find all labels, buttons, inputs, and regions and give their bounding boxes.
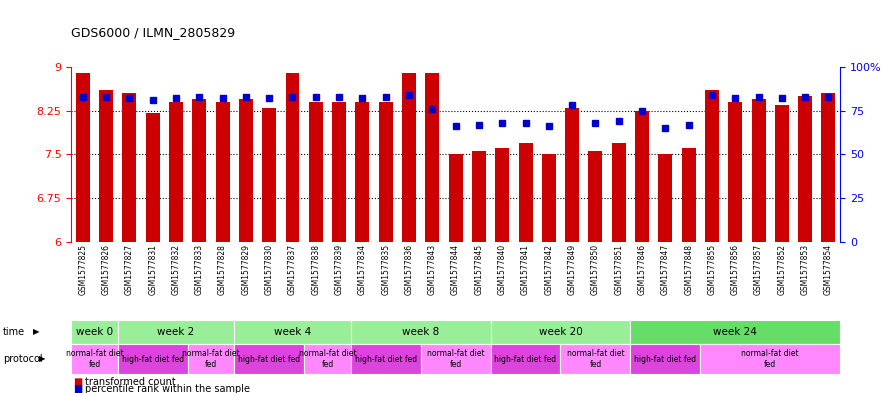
- Text: GSM1577834: GSM1577834: [358, 244, 367, 295]
- Bar: [635, 110, 649, 242]
- Text: GSM1577847: GSM1577847: [661, 244, 669, 295]
- Text: GSM1577838: GSM1577838: [311, 244, 320, 295]
- Text: GSM1577828: GSM1577828: [218, 244, 227, 295]
- Bar: [402, 73, 416, 242]
- Text: normal-fat diet
fed: normal-fat diet fed: [66, 349, 124, 369]
- Text: GSM1577848: GSM1577848: [685, 244, 693, 295]
- Text: normal-fat diet
fed: normal-fat diet fed: [741, 349, 799, 369]
- Text: GSM1577826: GSM1577826: [101, 244, 110, 295]
- Text: high-fat diet fed: high-fat diet fed: [634, 354, 696, 364]
- Bar: [705, 90, 719, 242]
- Text: GSM1577851: GSM1577851: [614, 244, 623, 295]
- Text: normal-fat diet
fed: normal-fat diet fed: [427, 349, 485, 369]
- Bar: [449, 154, 462, 242]
- Bar: [472, 151, 486, 242]
- Bar: [495, 149, 509, 242]
- Bar: [425, 73, 439, 242]
- Bar: [123, 93, 136, 242]
- Text: protocol: protocol: [3, 354, 43, 364]
- Bar: [565, 108, 579, 242]
- Text: time: time: [3, 327, 25, 337]
- Bar: [775, 105, 789, 242]
- Text: GSM1577854: GSM1577854: [824, 244, 833, 295]
- Text: week 0: week 0: [76, 327, 113, 337]
- Text: GSM1577852: GSM1577852: [777, 244, 787, 295]
- Text: GSM1577835: GSM1577835: [381, 244, 390, 295]
- Text: ▶: ▶: [39, 354, 45, 364]
- Text: high-fat diet fed: high-fat diet fed: [238, 354, 300, 364]
- Text: GSM1577855: GSM1577855: [708, 244, 717, 295]
- Text: percentile rank within the sample: percentile rank within the sample: [85, 384, 251, 393]
- Text: normal-fat diet
fed: normal-fat diet fed: [566, 349, 624, 369]
- Text: GSM1577850: GSM1577850: [591, 244, 600, 295]
- Bar: [169, 102, 183, 242]
- Text: GSM1577844: GSM1577844: [451, 244, 461, 295]
- Bar: [239, 99, 252, 242]
- Text: week 2: week 2: [157, 327, 195, 337]
- Bar: [518, 143, 533, 242]
- Text: normal-fat diet
fed: normal-fat diet fed: [299, 349, 356, 369]
- Text: GSM1577827: GSM1577827: [124, 244, 134, 295]
- Text: GSM1577853: GSM1577853: [801, 244, 810, 295]
- Text: GSM1577849: GSM1577849: [567, 244, 577, 295]
- Text: week 20: week 20: [539, 327, 582, 337]
- Bar: [821, 93, 836, 242]
- Bar: [798, 96, 813, 242]
- Bar: [612, 143, 626, 242]
- Text: high-fat diet fed: high-fat diet fed: [355, 354, 417, 364]
- Text: week 24: week 24: [713, 327, 757, 337]
- Bar: [76, 73, 90, 242]
- Text: GSM1577841: GSM1577841: [521, 244, 530, 295]
- Bar: [308, 102, 323, 242]
- Text: GSM1577833: GSM1577833: [195, 244, 204, 295]
- Text: GSM1577843: GSM1577843: [428, 244, 436, 295]
- Bar: [285, 73, 300, 242]
- Text: GSM1577825: GSM1577825: [78, 244, 87, 295]
- Text: transformed count: transformed count: [85, 377, 176, 387]
- Bar: [332, 102, 346, 242]
- Text: GDS6000 / ILMN_2805829: GDS6000 / ILMN_2805829: [71, 26, 236, 39]
- Text: GSM1577839: GSM1577839: [334, 244, 344, 295]
- Text: GSM1577837: GSM1577837: [288, 244, 297, 295]
- Text: ■: ■: [73, 384, 82, 393]
- Text: GSM1577857: GSM1577857: [754, 244, 763, 295]
- Text: ▶: ▶: [33, 327, 39, 336]
- Text: GSM1577832: GSM1577832: [172, 244, 180, 295]
- Text: high-fat diet fed: high-fat diet fed: [494, 354, 557, 364]
- Bar: [379, 102, 393, 242]
- Text: high-fat diet fed: high-fat diet fed: [122, 354, 184, 364]
- Text: ■: ■: [73, 377, 82, 387]
- Bar: [589, 151, 603, 242]
- Text: week 4: week 4: [274, 327, 311, 337]
- Bar: [146, 114, 160, 242]
- Bar: [192, 99, 206, 242]
- Bar: [541, 154, 556, 242]
- Text: GSM1577836: GSM1577836: [404, 244, 413, 295]
- Bar: [99, 90, 113, 242]
- Bar: [216, 102, 229, 242]
- Text: week 8: week 8: [402, 327, 439, 337]
- Bar: [728, 102, 742, 242]
- Bar: [356, 102, 370, 242]
- Bar: [682, 149, 695, 242]
- Text: GSM1577842: GSM1577842: [544, 244, 553, 295]
- Bar: [659, 154, 672, 242]
- Text: GSM1577829: GSM1577829: [242, 244, 251, 295]
- Bar: [751, 99, 765, 242]
- Text: GSM1577856: GSM1577856: [731, 244, 740, 295]
- Text: GSM1577840: GSM1577840: [498, 244, 507, 295]
- Text: GSM1577830: GSM1577830: [265, 244, 274, 295]
- Text: normal-fat diet
fed: normal-fat diet fed: [182, 349, 240, 369]
- Bar: [262, 108, 276, 242]
- Text: GSM1577831: GSM1577831: [148, 244, 157, 295]
- Text: GSM1577845: GSM1577845: [475, 244, 484, 295]
- Text: GSM1577846: GSM1577846: [637, 244, 646, 295]
